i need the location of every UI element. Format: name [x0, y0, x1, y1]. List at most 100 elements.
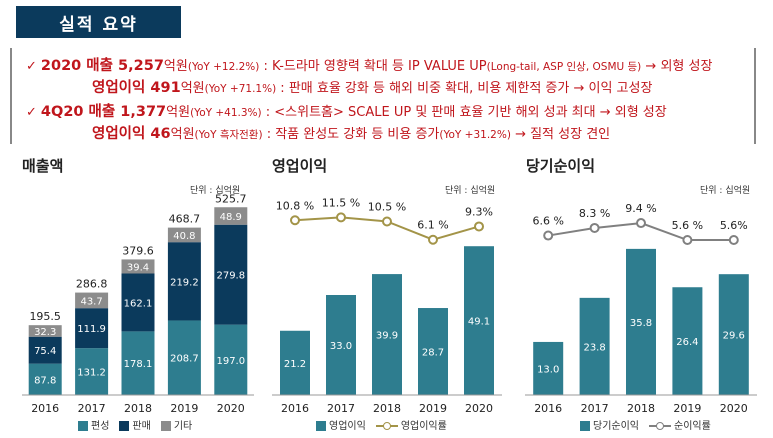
summary-result: → 외형 성장: [641, 59, 713, 74]
bar-판매: [121, 273, 155, 332]
line-point: [728, 235, 739, 246]
summary-text: : <스위트홈> SCALE UP 및 판매 효율 기반 해외 성과 최대 → …: [261, 105, 667, 120]
x-tick-label: 2017: [581, 402, 609, 415]
bar-영업이익: [418, 308, 448, 395]
x-tick-label: 2019: [673, 402, 701, 415]
bar-당기순이익: [626, 248, 656, 395]
summary-amount: 491: [150, 80, 181, 96]
summary-amount: 46: [150, 126, 171, 142]
unit-label-net-income: 단위 : 십억원: [700, 186, 751, 196]
bar-value-label: 35.8: [630, 318, 652, 329]
legend-label: 기타: [173, 421, 193, 432]
bar-판매: [167, 242, 201, 321]
legend-item: 판매: [119, 417, 151, 432]
bar-기타: [28, 325, 62, 337]
legend-line-swatch: [649, 421, 671, 431]
line-value-label: 9.4 %: [625, 202, 656, 215]
legend-label: 당기순이익: [593, 421, 639, 432]
bar-value-label: 26.4: [676, 337, 698, 348]
line-value-label: 8.3 %: [579, 207, 610, 220]
summary-yoy: (YoY +41.3%): [190, 107, 262, 119]
bar-value-label: 28.7: [422, 348, 444, 359]
check-icon: ✓: [26, 59, 37, 74]
x-tick-label: 2017: [78, 402, 106, 415]
summary-line-4: 영업이익 46억원(YoY 흑자전환) : 작품 완성도 강화 등 비용 증가(…: [92, 122, 610, 143]
total-label: 468.7: [169, 213, 201, 226]
legend-swatch: [316, 421, 326, 431]
summary-note: (Long-tail, ASP 인상, OSMU 등): [486, 61, 642, 73]
line-point: [682, 235, 693, 246]
bar-value-label: 178.1: [124, 359, 153, 370]
check-icon: ✓: [26, 105, 37, 120]
bar-편성: [167, 320, 201, 395]
bar-편성: [121, 331, 155, 395]
line-value-label: 9.3%: [465, 205, 493, 218]
legend-swatch: [160, 421, 171, 431]
line-value-label: 10.5 %: [368, 201, 406, 214]
bar-편성: [214, 324, 248, 395]
legend-item: 순이익률: [649, 417, 711, 432]
line-point: [589, 222, 600, 233]
summary-line-2: 영업이익 491억원(YoY +71.1%) : 판매 효율 강화 등 해외 비…: [92, 76, 652, 97]
summary-unit: 억원: [180, 81, 205, 96]
bar-영업이익: [372, 274, 402, 395]
total-label: 379.6: [122, 244, 154, 257]
bar-value-label: 13.0: [537, 364, 559, 375]
x-tick-label: 2016: [281, 402, 309, 415]
bar-value-label: 32.3: [34, 327, 56, 338]
legend-label: 편성: [91, 421, 110, 432]
bar-value-label: 43.7: [80, 296, 102, 307]
line-point: [290, 215, 300, 226]
bar-당기순이익: [672, 287, 703, 395]
bar-value-label: 279.8: [216, 271, 245, 282]
summary-unit: 억원: [166, 105, 191, 120]
bar-영업이익: [464, 246, 494, 395]
line-point: [336, 212, 346, 223]
x-tick-label: 2016: [534, 402, 562, 415]
bar-value-label: 39.9: [376, 331, 398, 342]
unit-label-revenue: 단위 : 십억원: [190, 186, 241, 196]
x-tick-label: 2020: [465, 402, 493, 415]
x-tick-label: 2018: [627, 402, 655, 415]
line-point: [382, 216, 392, 227]
chart-title-revenue: 매출액: [22, 157, 64, 175]
summary-text: : 작품 완성도 강화 등 비용 증가: [262, 127, 440, 142]
legend-swatch: [119, 421, 130, 431]
summary-amount: 5,257: [118, 58, 164, 74]
total-label: 286.8: [76, 278, 108, 291]
legend-item: 영업이익률: [375, 417, 447, 432]
summary-pre: 4Q20 매출: [40, 104, 121, 120]
bar-value-label: 29.6: [723, 331, 745, 342]
legend-line-swatch: [375, 421, 398, 431]
summary-text: : K-드라마 영향력 확대 등 IP VALUE UP: [259, 59, 487, 74]
line-point: [636, 218, 646, 229]
legend-item: 영업이익: [316, 417, 366, 432]
bar-value-label: 75.4: [34, 346, 56, 357]
line-point: [474, 221, 484, 232]
chart-title-op-profit: 영업이익: [272, 157, 328, 175]
line-value-label: 5.6 %: [672, 219, 703, 232]
bar-기타: [214, 207, 248, 225]
chart-title-net-income: 당기순이익: [526, 157, 596, 175]
summary-pre: 영업이익: [92, 126, 151, 142]
summary-note: (YoY +31.2%): [439, 129, 511, 141]
bar-value-label: 197.0: [216, 356, 245, 367]
bar-value-label: 131.2: [77, 368, 106, 379]
bar-value-label: 208.7: [170, 354, 199, 365]
legend-item: 당기순이익: [580, 417, 639, 432]
legend-item: 기타: [160, 417, 193, 432]
legend-label: 영업이익률: [400, 421, 447, 432]
legend-revenue: 편성 판매 기타: [78, 417, 192, 432]
bar-편성: [75, 348, 109, 395]
line-value-label: 11.5 %: [322, 196, 360, 209]
bar-value-label: 21.2: [284, 359, 306, 370]
total-label: 195.5: [29, 310, 61, 323]
legend-label: 영업이익: [329, 421, 366, 432]
line-value-label: 5.6%: [720, 219, 748, 232]
bar-value-label: 87.8: [34, 375, 56, 386]
summary-yoy: (YoY 흑자전환): [194, 129, 263, 141]
bar-value-label: 219.2: [170, 277, 199, 288]
legend-op-profit: 영업이익 영업이익률: [316, 417, 447, 432]
x-tick-label: 2018: [124, 402, 152, 415]
